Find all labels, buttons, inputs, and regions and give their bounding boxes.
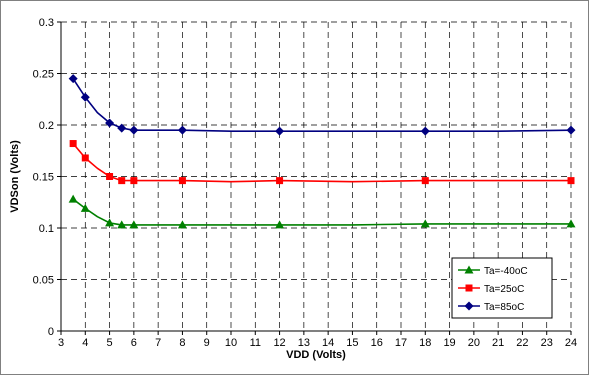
legend-label: Ta=85oC <box>484 302 524 313</box>
y-axis-title: VDSon (Volts) <box>9 140 21 213</box>
x-tick-label: 3 <box>58 337 64 349</box>
data-point <box>130 177 138 185</box>
x-tick-label: 5 <box>107 337 113 349</box>
data-point <box>420 219 430 228</box>
data-point <box>68 194 78 203</box>
x-tick-label: 14 <box>322 337 334 349</box>
data-point <box>275 126 285 136</box>
data-point <box>276 177 284 185</box>
x-tick-label: 10 <box>225 337 237 349</box>
x-tick-label: 20 <box>468 337 480 349</box>
x-tick-label: 19 <box>443 337 455 349</box>
legend-item: Ta=85oC <box>458 301 524 313</box>
data-point <box>117 123 127 133</box>
legend-label: Ta=-40oC <box>484 266 528 277</box>
x-tick-label: 17 <box>395 337 407 349</box>
x-tick-label: 13 <box>298 337 310 349</box>
data-point <box>566 219 576 228</box>
data-point <box>178 177 186 185</box>
series-2 <box>68 74 576 136</box>
y-tick-label: 0.05 <box>33 275 54 287</box>
series-1 <box>69 140 575 185</box>
data-point <box>117 220 127 229</box>
data-point <box>275 220 285 229</box>
data-point <box>567 177 575 185</box>
data-point <box>177 125 187 135</box>
data-point <box>80 92 90 102</box>
x-tick-label: 8 <box>179 337 185 349</box>
x-tick-label: 22 <box>516 337 528 349</box>
data-point <box>129 125 139 135</box>
x-tick-label: 11 <box>250 337 261 349</box>
y-tick-label: 0 <box>48 326 54 338</box>
data-point <box>118 177 126 185</box>
data-point <box>105 118 115 128</box>
series-0 <box>68 194 576 229</box>
legend-label: Ta=25oC <box>484 284 524 295</box>
y-tick-label: 0.2 <box>39 120 54 132</box>
axes <box>57 21 572 335</box>
data-point <box>81 154 89 162</box>
data-point <box>129 220 139 229</box>
x-tick-label: 15 <box>346 337 358 349</box>
y-tick-label: 0.1 <box>39 223 54 235</box>
data-point <box>421 177 429 185</box>
x-tick-label: 24 <box>565 337 577 349</box>
legend-marker <box>464 301 474 311</box>
legend-item: Ta=-40oC <box>458 265 528 277</box>
data-point <box>420 126 430 136</box>
x-tick-label: 16 <box>371 337 383 349</box>
x-tick-label: 21 <box>492 337 504 349</box>
data-point <box>106 173 114 180</box>
data-point <box>105 218 115 227</box>
legend-marker <box>464 265 474 274</box>
y-tick-label: 0.3 <box>39 17 54 29</box>
data-point <box>566 125 576 135</box>
x-tick-label: 12 <box>273 337 285 349</box>
y-tick-labels: 0 0.05 0.1 0.15 0.2 0.25 0.3 <box>33 17 54 338</box>
x-tick-label: 4 <box>82 337 88 349</box>
x-tick-label: 18 <box>419 337 431 349</box>
x-tick-labels: 3 4 5 6 7 8 9 10 11 12 13 14 15 16 17 18 19 20 21 22 23 24 <box>58 337 577 349</box>
data-point <box>177 220 187 229</box>
grid <box>61 21 572 331</box>
legend: Ta=-40oC Ta=25oC Ta=85oC <box>451 257 553 319</box>
x-tick-label: 23 <box>541 337 553 349</box>
x-tick-label: 9 <box>204 337 210 349</box>
x-tick-label: 6 <box>131 337 137 349</box>
data-point <box>69 140 77 148</box>
y-tick-label: 0.25 <box>33 69 54 81</box>
legend-item: Ta=25oC <box>458 284 524 295</box>
data-point <box>80 203 90 212</box>
data-point <box>68 74 78 84</box>
x-tick-label: 7 <box>155 337 161 349</box>
x-axis-title: VDD (Volts) <box>286 349 346 361</box>
legend-marker <box>465 284 473 292</box>
series <box>68 74 576 229</box>
y-tick-label: 0.15 <box>33 172 54 184</box>
